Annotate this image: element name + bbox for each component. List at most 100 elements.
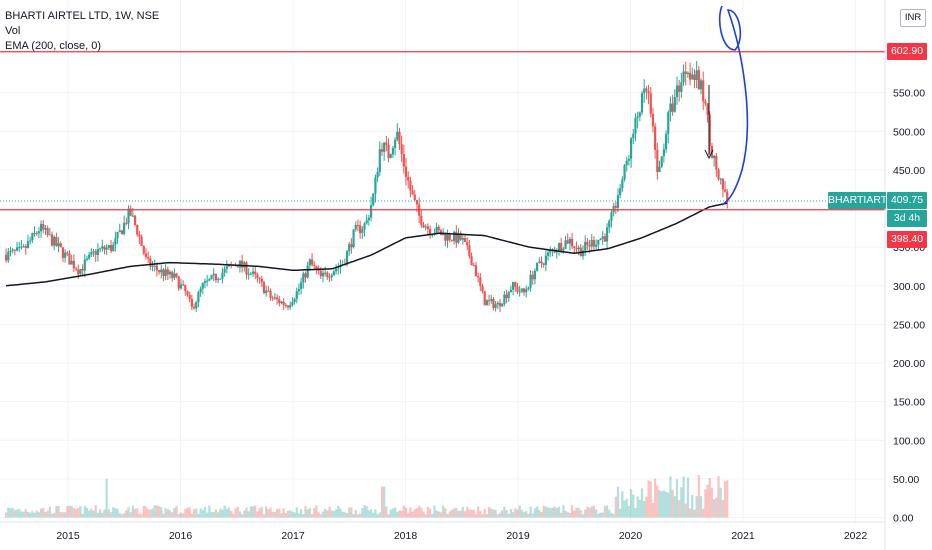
- volume-bar: [203, 507, 207, 518]
- candle-body: [450, 239, 454, 241]
- candle-body: [498, 302, 502, 307]
- candle-body: [481, 285, 484, 292]
- candle-body: [149, 258, 152, 267]
- volume-bar: [212, 511, 215, 518]
- candle-body: [195, 302, 198, 309]
- volume-bar: [149, 509, 152, 518]
- candle-body: [514, 281, 517, 287]
- support-price-label: 398.40: [887, 231, 927, 248]
- candle-body: [584, 241, 587, 251]
- candle-body: [15, 247, 19, 251]
- candle-body: [536, 262, 539, 271]
- volume-bar: [634, 508, 637, 518]
- candle-body: [380, 149, 384, 152]
- volume-bar: [511, 512, 515, 518]
- candle-body: [11, 249, 14, 251]
- volume-bar: [643, 500, 646, 518]
- volume-bar: [179, 512, 183, 518]
- volume-bar: [474, 514, 478, 518]
- volume-bar: [409, 507, 412, 518]
- candle-body: [260, 278, 263, 283]
- candle-body: [387, 144, 390, 158]
- volume-bar: [354, 509, 357, 518]
- volume-bar: [98, 509, 102, 518]
- currency-button[interactable]: INR: [900, 9, 926, 27]
- candle-body: [625, 160, 628, 166]
- indicator-volume[interactable]: Vol: [5, 25, 21, 37]
- candle-body: [326, 272, 329, 277]
- volume-bar: [57, 505, 60, 518]
- price-tick-label: 100.00: [893, 435, 925, 447]
- candle-body: [505, 294, 508, 299]
- candle-body: [424, 226, 427, 228]
- volume-bar: [144, 506, 148, 518]
- candle-body: [632, 133, 635, 139]
- candle-body: [77, 269, 80, 275]
- volume-bar: [171, 512, 174, 518]
- candle-body: [74, 268, 78, 270]
- price-tick-label: 150.00: [893, 397, 925, 409]
- time-axis[interactable]: 2015 2016 2017 2018 2019 2020 2021 2022: [0, 521, 885, 542]
- candle-body: [79, 268, 82, 275]
- candle-body: [664, 133, 668, 150]
- candle-body: [426, 226, 429, 229]
- volume-bar: [479, 510, 482, 518]
- candle-body: [520, 288, 523, 292]
- volume-bar: [411, 511, 414, 518]
- volume-bar: [446, 513, 449, 518]
- candle-body: [420, 215, 423, 226]
- volume-bar: [592, 505, 596, 518]
- candle-body: [142, 245, 145, 254]
- candle-body: [190, 298, 193, 307]
- candle-body: [610, 212, 613, 221]
- candle-body: [459, 233, 462, 240]
- candle-body: [275, 297, 279, 300]
- candle-body: [13, 249, 16, 251]
- volume-bar: [616, 486, 620, 518]
- volume-bar: [551, 507, 554, 518]
- candle-body: [94, 251, 97, 255]
- price-axis[interactable]: 550.00500.00450.00350.00300.00250.00200.…: [884, 0, 925, 550]
- candle-body: [367, 217, 370, 221]
- volume-bar: [339, 508, 342, 518]
- volume-bar: [448, 511, 451, 518]
- candle-body: [177, 276, 180, 289]
- volume-bar: [337, 505, 340, 518]
- indicator-ema[interactable]: EMA (200, close, 0): [5, 40, 101, 52]
- candle-body: [221, 272, 224, 279]
- candle-body: [144, 253, 148, 257]
- candle-body: [155, 265, 159, 271]
- candle-body: [9, 250, 12, 252]
- volume-bar: [546, 507, 550, 518]
- candle-body: [157, 270, 161, 273]
- volume-bar: [236, 506, 239, 518]
- candle-body: [621, 179, 624, 189]
- candle-body: [662, 149, 665, 157]
- volume-bar: [715, 497, 718, 518]
- volume-bar: [208, 505, 211, 518]
- candle-body: [695, 70, 698, 81]
- volume-bar: [651, 503, 655, 518]
- symbol-title[interactable]: BHARTI AIRTEL LTD, 1W, NSE: [5, 10, 160, 22]
- volume-bar: [369, 509, 373, 518]
- volume-bar: [26, 511, 30, 518]
- candle-body: [531, 274, 534, 280]
- resistance-price-label: 602.90: [887, 43, 927, 60]
- volume-bar: [118, 513, 121, 518]
- candle-body: [555, 250, 558, 253]
- candle-body: [92, 251, 95, 253]
- candle-body: [522, 288, 526, 293]
- candle-body: [265, 290, 268, 293]
- candle-body: [306, 265, 309, 278]
- candle-body: [105, 247, 108, 250]
- candle-body: [437, 226, 440, 231]
- volume-bar: [605, 505, 609, 518]
- volume-bar: [182, 513, 185, 518]
- candle-body: [133, 215, 137, 225]
- candle-body: [542, 263, 545, 265]
- time-tick-label: 2016: [169, 530, 193, 542]
- volume-bar: [313, 507, 316, 518]
- volume-bar: [492, 509, 495, 518]
- candle-body: [669, 103, 672, 113]
